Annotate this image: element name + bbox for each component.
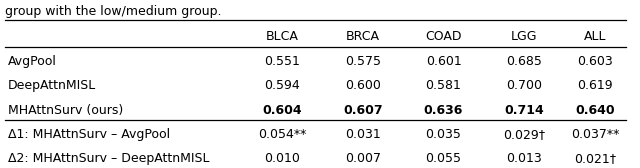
Text: 0.013: 0.013 xyxy=(506,152,542,165)
Text: 0.007: 0.007 xyxy=(345,152,381,165)
Text: 0.575: 0.575 xyxy=(345,55,381,68)
Text: 0.581: 0.581 xyxy=(426,79,461,92)
Text: 0.700: 0.700 xyxy=(506,79,542,92)
Text: 0.601: 0.601 xyxy=(426,55,461,68)
Text: 0.029†: 0.029† xyxy=(503,128,545,141)
Text: 0.636: 0.636 xyxy=(424,103,463,117)
Text: MHAttnSurv (ours): MHAttnSurv (ours) xyxy=(8,103,123,117)
Text: 0.035: 0.035 xyxy=(426,128,461,141)
Text: group with the low/medium group.: group with the low/medium group. xyxy=(5,5,221,18)
Text: BRCA: BRCA xyxy=(346,30,380,44)
Text: 0.037**: 0.037** xyxy=(571,128,620,141)
Text: AvgPool: AvgPool xyxy=(8,55,56,68)
Text: 0.607: 0.607 xyxy=(343,103,383,117)
Text: BLCA: BLCA xyxy=(266,30,299,44)
Text: 0.600: 0.600 xyxy=(345,79,381,92)
Text: LGG: LGG xyxy=(511,30,538,44)
Text: COAD: COAD xyxy=(425,30,462,44)
Text: 0.594: 0.594 xyxy=(264,79,300,92)
Text: 0.055: 0.055 xyxy=(426,152,461,165)
Text: 0.603: 0.603 xyxy=(577,55,613,68)
Text: 0.551: 0.551 xyxy=(264,55,300,68)
Text: 0.640: 0.640 xyxy=(575,103,615,117)
Text: ALL: ALL xyxy=(584,30,607,44)
Text: 0.010: 0.010 xyxy=(264,152,300,165)
Text: 0.604: 0.604 xyxy=(262,103,302,117)
Text: 0.685: 0.685 xyxy=(506,55,542,68)
Text: 0.619: 0.619 xyxy=(577,79,613,92)
Text: Δ2: MHAttnSurv – DeepAttnMISL: Δ2: MHAttnSurv – DeepAttnMISL xyxy=(8,152,209,165)
Text: 0.714: 0.714 xyxy=(504,103,544,117)
Text: Δ1: MHAttnSurv – AvgPool: Δ1: MHAttnSurv – AvgPool xyxy=(8,128,170,141)
Text: 0.054**: 0.054** xyxy=(258,128,307,141)
Text: 0.021†: 0.021† xyxy=(574,152,616,165)
Text: DeepAttnMISL: DeepAttnMISL xyxy=(8,79,96,92)
Text: 0.031: 0.031 xyxy=(345,128,381,141)
